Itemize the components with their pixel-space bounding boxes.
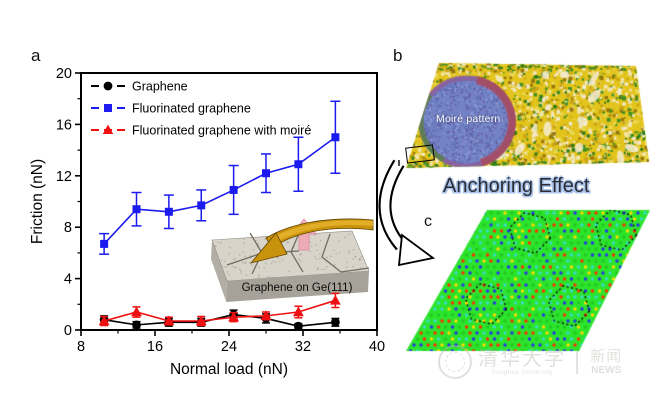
legend: Graphene Fluorinated graphene Fluorinated …	[91, 80, 311, 138]
svg-text:Graphene: Graphene	[132, 80, 188, 94]
axes-group: 8 16 24 32 40 0 4 8 12 16 20 Normal load (nN) Fricti…	[29, 66, 385, 378]
x-axis-title: Normal load (nN)	[170, 361, 288, 378]
afm-topography-image	[403, 56, 650, 172]
series-fluorinated-graphene-with-moir-	[98, 292, 341, 327]
svg-text:0: 0	[64, 323, 72, 339]
svg-text:8: 8	[77, 339, 85, 355]
svg-text:Fluorinated graphene with moir: Fluorinated graphene with moiré	[132, 124, 311, 138]
peel-arrow-icon	[249, 218, 374, 264]
moire-pattern-caption: Moiré pattern	[436, 113, 501, 125]
university-name-en: Tsinghua University	[491, 370, 553, 376]
svg-text:40: 40	[369, 339, 385, 355]
svg-text:12: 12	[56, 169, 72, 185]
svg-text:20: 20	[56, 66, 72, 82]
inset-caption: Graphene on Ge(111)	[242, 282, 353, 294]
moire-lattice-image	[398, 203, 650, 355]
svg-text:16: 16	[147, 339, 163, 355]
news-label-cn: 新闻	[590, 347, 623, 365]
svg-text:Fluorinated graphene: Fluorinated graphene	[132, 102, 251, 116]
roi-box	[405, 144, 435, 164]
svg-text:8: 8	[64, 220, 72, 236]
university-name-cn: 清华大学	[478, 346, 566, 370]
svg-text:4: 4	[64, 272, 72, 288]
svg-text:16: 16	[56, 117, 72, 133]
svg-text:32: 32	[295, 339, 311, 355]
panel-c-label: c	[424, 213, 432, 230]
inset-graphene-slab: Graphene on Ge(111)	[211, 218, 374, 302]
svg-text:24: 24	[221, 339, 237, 355]
series-graphene	[99, 309, 340, 331]
lift-arrow-icon	[290, 218, 318, 251]
panel-a-label: a	[31, 46, 41, 65]
university-seal-icon	[438, 345, 472, 379]
anchoring-effect-heading: Anchoring Effect	[443, 175, 590, 197]
series-fluorinated-graphene	[99, 100, 341, 255]
news-label-en: NEWS	[591, 364, 622, 376]
panel-b-label: b	[393, 46, 403, 65]
watermark-separator: |	[574, 348, 581, 375]
y-axis-title: Friction (nN)	[29, 159, 46, 244]
watermark: 清华大学 Tsinghua University | 新闻 NEWS	[438, 345, 622, 379]
